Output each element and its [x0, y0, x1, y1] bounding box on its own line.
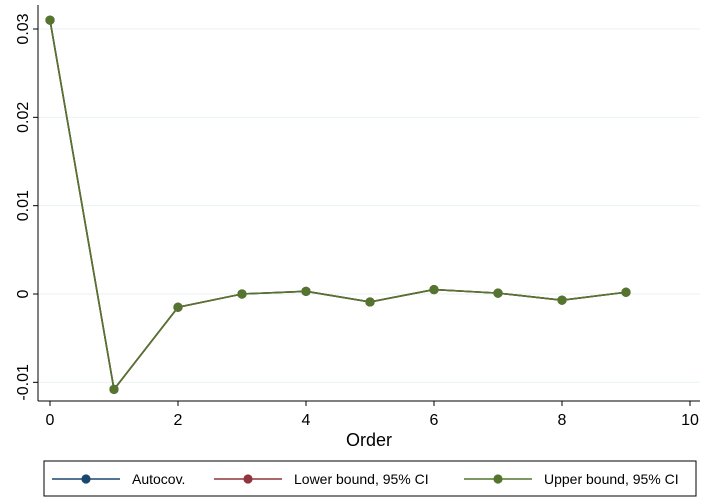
- legend-item: Lower bound, 95% CI: [214, 471, 429, 487]
- series: [45, 15, 631, 394]
- data-point: [109, 384, 119, 394]
- data-point: [45, 15, 55, 25]
- legend-marker: [493, 474, 503, 484]
- legend: Autocov. Lower bound, 95% CI Upper bound, …: [43, 460, 697, 497]
- legend-item: Upper bound, 95% CI: [464, 471, 679, 487]
- legend-marker: [243, 474, 253, 484]
- data-point: [621, 287, 631, 297]
- series-line: [49, 20, 627, 392]
- x-tick-label: 6: [430, 412, 439, 429]
- series-3: [45, 15, 631, 394]
- data-point: [365, 297, 375, 307]
- legend-label: Autocov.: [132, 471, 185, 487]
- x-tick-label: 0: [46, 412, 55, 429]
- x-tick-label: 10: [681, 412, 699, 429]
- data-point: [493, 288, 503, 298]
- y-axis-ticks: -0.01 0 0.01 0.02 0.03: [15, 13, 38, 401]
- series-2: [45, 15, 631, 394]
- legend-label: Upper bound, 95% CI: [544, 471, 679, 487]
- gridlines: [38, 28, 700, 383]
- data-point: [173, 302, 183, 312]
- data-point: [429, 284, 439, 295]
- x-tick-label: 8: [558, 412, 567, 429]
- legend-box: [43, 460, 697, 497]
- legend-marker: [81, 474, 91, 484]
- y-tick-label: 0.02: [15, 102, 32, 133]
- data-point: [557, 295, 567, 305]
- series-1: [45, 15, 631, 394]
- y-tick-label: 0: [15, 289, 32, 298]
- legend-item: Autocov.: [52, 471, 185, 487]
- x-tick-label: 2: [174, 412, 183, 429]
- series-line: [49, 20, 627, 392]
- x-tick-label: 4: [302, 412, 311, 429]
- data-point: [237, 289, 247, 299]
- series-line: [49, 20, 627, 392]
- x-axis-ticks: 0 2 4 6 8 10: [46, 401, 699, 429]
- y-tick-label: 0.01: [15, 190, 32, 221]
- data-point: [301, 286, 311, 296]
- y-tick-label: -0.01: [15, 364, 32, 401]
- axes: [37, 5, 700, 402]
- legend-label: Lower bound, 95% CI: [294, 471, 429, 487]
- x-axis-title: Order: [346, 430, 392, 450]
- y-tick-label: 0.03: [15, 13, 32, 44]
